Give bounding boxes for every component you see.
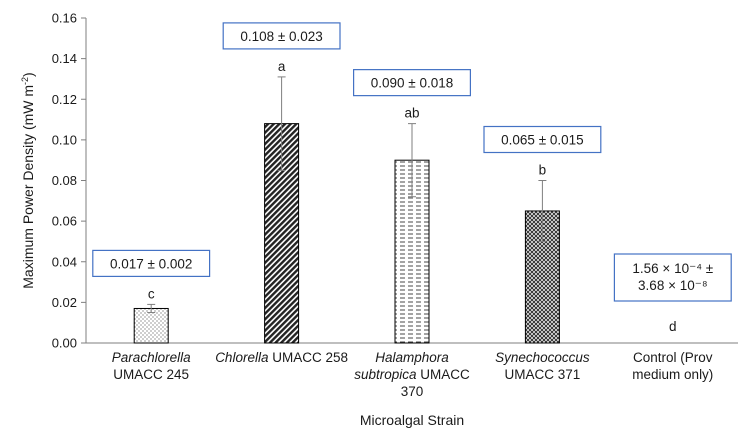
x-tick-label-line: Chlorella UMACC 258 — [215, 350, 348, 365]
bars-layer — [133, 76, 560, 344]
x-tick-label-line: medium only) — [632, 367, 713, 382]
significance-letter: b — [539, 163, 547, 178]
axes-layer: 0.00 0.02 0.04 0.06 0.08 0.10 0.12 0.14 0.16 Maxi… — [20, 11, 738, 428]
x-tick-label-part: Synechococcus — [495, 350, 590, 365]
y-tick-label: 0.10 — [52, 132, 77, 147]
value-label: 0.017 ± 0.002 — [110, 256, 192, 271]
y-axis-title: Maximum Power Density (mW m-2) — [20, 72, 36, 288]
x-tick-label-part: Parachlorella — [112, 350, 191, 365]
x-tick-label-line: Parachlorella — [112, 350, 191, 365]
value-label: 0.108 ± 0.023 — [240, 29, 322, 44]
x-tick-label-line: 370 — [401, 384, 424, 399]
value-label-box — [483, 125, 602, 154]
value-label-box — [92, 249, 211, 278]
x-tick-label-part: UMACC — [417, 367, 470, 382]
y-tick-label: 0.08 — [52, 173, 77, 188]
significance-letter: a — [278, 59, 286, 74]
x-tick-label-line: subtropica UMACC — [354, 367, 470, 382]
x-tick-label-part: 370 — [401, 384, 424, 399]
value-label-box — [353, 69, 472, 97]
x-tick-label-part: Chlorella — [215, 350, 269, 365]
x-tick-label-part: UMACC 371 — [505, 367, 581, 382]
y-axis-title-superscript: -2 — [20, 77, 30, 85]
value-label: 0.090 ± 0.018 — [371, 76, 453, 91]
significance-letter: c — [148, 286, 155, 301]
y-tick-label: 0.16 — [52, 11, 77, 26]
x-tick-label-line: UMACC 245 — [113, 367, 189, 382]
y-axis-title-text: Maximum Power Density (mW m — [20, 85, 36, 289]
x-tick-label-part: UMACC 258 — [268, 350, 348, 365]
x-tick-label-part: UMACC 245 — [113, 367, 189, 382]
x-tick-label-part: Halamphora — [375, 350, 449, 365]
bar — [133, 307, 169, 344]
y-tick-label: 0.12 — [52, 92, 77, 107]
labels-layer: c 0.017 ± 0.002 a 0.108 ± 0.023 ab 0.090 ± 0.… — [92, 22, 732, 334]
value-label-box — [222, 22, 341, 50]
x-tick-label: Control (Prov medium only) — [632, 350, 713, 382]
value-label: 3.68 × 10⁻⁸ — [638, 278, 708, 293]
x-tick-label-line: UMACC 371 — [505, 367, 581, 382]
y-tick-label: 0.06 — [52, 214, 77, 229]
significance-letter: d — [669, 319, 677, 334]
value-label: 1.56 × 10⁻⁴ ± — [632, 261, 713, 276]
x-tick-label-line: Control (Prov — [633, 350, 713, 365]
x-tick-label-line: Synechococcus — [495, 350, 590, 365]
value-label-box — [613, 253, 732, 302]
y-axis-title-close: ) — [20, 72, 36, 77]
x-tick-label: Parachlorella UMACC 245 — [112, 350, 191, 382]
x-tick-label: Halamphora subtropica UMACC 370 — [354, 350, 470, 399]
x-tick-label-line: Halamphora — [375, 350, 449, 365]
y-tick-label: 0.02 — [52, 295, 77, 310]
x-tick-label: Chlorella UMACC 258 — [215, 350, 348, 365]
x-tick-label-part: medium only) — [632, 367, 713, 382]
x-tick-label-part: Control (Prov — [633, 350, 713, 365]
x-tick-label-part: subtropica — [354, 367, 417, 382]
x-tick-label: Synechococcus UMACC 371 — [495, 350, 590, 382]
value-label: 0.065 ± 0.015 — [501, 133, 583, 148]
y-tick-label: 0.04 — [52, 254, 77, 269]
significance-letter: ab — [404, 106, 419, 121]
y-tick-label: 0.00 — [52, 336, 77, 351]
y-tick-label: 0.14 — [52, 51, 77, 66]
x-axis-title: Microalgal Strain — [360, 412, 464, 428]
